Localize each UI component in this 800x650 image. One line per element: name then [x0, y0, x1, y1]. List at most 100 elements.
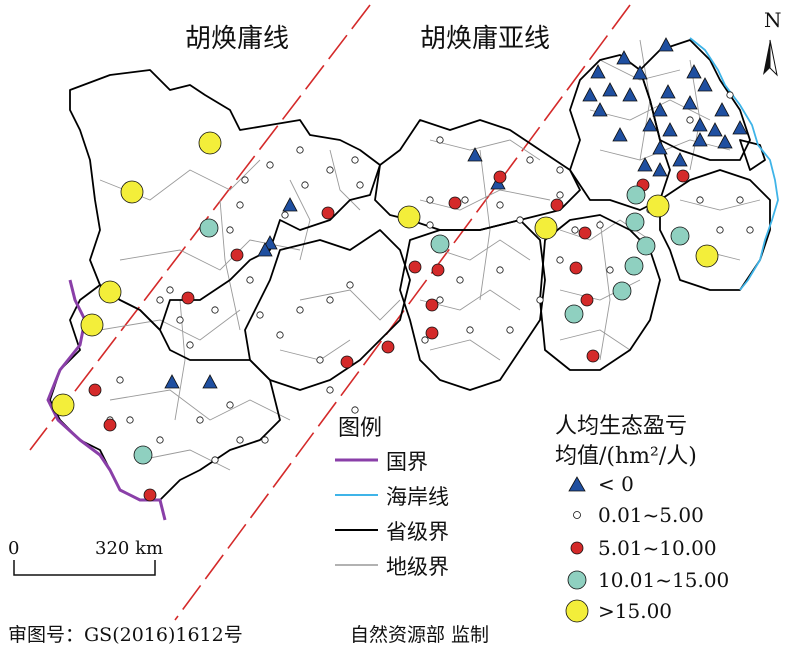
legend-line-samples	[335, 458, 378, 566]
point-deficit-triangle	[660, 84, 676, 99]
point-class-0-5	[196, 416, 204, 424]
point-class-10-15	[670, 226, 690, 246]
point-class-0-5	[456, 276, 464, 284]
point-class-5-10	[493, 170, 507, 184]
point-class-0-5	[226, 401, 234, 409]
legend-title: 图例	[338, 416, 383, 441]
point-deficit-triangle	[686, 64, 702, 79]
point-deficit-triangle	[697, 77, 713, 92]
point-class-5-10	[431, 263, 445, 277]
point-class-0-5	[281, 211, 289, 219]
point-class-0-5	[236, 436, 244, 444]
point-deficit-triangle	[652, 162, 668, 177]
legend-symbol-triangle	[568, 476, 586, 492]
point-class-10-15	[564, 304, 584, 324]
point-class-10-15	[625, 212, 645, 232]
point-class-5-10	[103, 418, 117, 432]
hu-subline-label: 胡焕庸亚线	[420, 24, 551, 54]
point-class-10-15	[636, 236, 656, 256]
north-arrow	[763, 39, 778, 77]
point-deficit-triangle	[612, 127, 628, 142]
point-class-0-5	[351, 406, 359, 414]
point-class-0-5	[496, 266, 504, 274]
point-deficit-triangle	[616, 50, 632, 65]
point-class-10-15	[626, 185, 646, 205]
point-class-0-5	[226, 226, 234, 234]
point-deficit-triangle	[602, 82, 618, 97]
legend-class-label-1: < 0	[598, 472, 634, 496]
point-class-0-5	[176, 316, 184, 324]
point-class-0-5	[426, 196, 434, 204]
point-deficit-triangle	[662, 122, 678, 137]
legend-label-coast: 海岸线	[386, 485, 449, 509]
point-deficit-triangle	[592, 102, 608, 117]
point-deficit-triangle	[282, 197, 298, 212]
point-class-0-5	[436, 136, 444, 144]
point-deficit-triangle	[632, 65, 648, 80]
point-deficit-triangle	[582, 87, 598, 102]
point-class-5-10	[586, 349, 600, 363]
point-class-0-5	[296, 306, 304, 314]
legend-symbol-red	[570, 541, 584, 555]
point-class-0-5	[426, 221, 434, 229]
point-class-5-10	[448, 196, 462, 210]
scale-bar	[13, 560, 156, 576]
point-class-0-5	[316, 356, 324, 364]
point-class-0-5	[156, 436, 164, 444]
point-class-5-10	[381, 340, 395, 354]
point-deficit-triangle	[467, 147, 483, 162]
point-class-gt15	[198, 131, 222, 155]
point-deficit-triangle	[202, 374, 218, 389]
point-class-0-5	[466, 326, 474, 334]
point-class-0-5	[526, 156, 534, 164]
point-deficit-triangle	[590, 64, 606, 79]
point-class-gt15	[397, 205, 421, 229]
legend-symbol-teal	[567, 570, 587, 590]
point-class-10-15	[430, 234, 450, 254]
point-deficit-triangle	[652, 102, 668, 117]
point-deficit-triangle	[637, 157, 653, 172]
point-class-5-10	[408, 260, 422, 274]
point-deficit-triangle	[714, 102, 730, 117]
legend-symbol-white	[573, 511, 581, 519]
point-class-0-5	[346, 281, 354, 289]
point-class-0-5	[246, 276, 254, 284]
legend-label-prefecture: 地级界	[386, 555, 449, 579]
point-deficit-triangle	[658, 37, 674, 52]
point-class-gt15	[98, 280, 122, 304]
point-class-0-5	[256, 311, 264, 319]
legend-class-label-4: 10.01~15.00	[598, 568, 730, 592]
point-class-0-5	[461, 196, 469, 204]
point-class-0-5	[156, 296, 164, 304]
point-class-0-5	[516, 216, 524, 224]
point-class-0-5	[506, 326, 514, 334]
point-class-5-10	[88, 383, 102, 397]
point-class-0-5	[326, 296, 334, 304]
point-class-0-5	[126, 416, 134, 424]
point-class-0-5	[166, 286, 174, 294]
legend-class-label-3: 5.01~10.00	[598, 536, 717, 560]
point-class-10-15	[624, 256, 644, 276]
point-class-gt15	[534, 216, 558, 240]
point-class-5-10	[425, 298, 439, 312]
point-class-0-5	[301, 181, 309, 189]
point-deficit-triangle	[682, 95, 698, 110]
point-class-0-5	[296, 146, 304, 154]
point-class-0-5	[596, 221, 604, 229]
point-class-0-5	[571, 226, 579, 234]
point-class-0-5	[276, 331, 284, 339]
point-deficit-triangle	[257, 242, 273, 257]
scale-distance: 320 km	[95, 538, 164, 559]
point-class-0-5	[236, 201, 244, 209]
province-boundaries	[49, 39, 771, 501]
north-label: N	[764, 8, 782, 32]
map-points	[51, 37, 754, 502]
point-class-0-5	[116, 376, 124, 384]
point-class-5-10	[230, 248, 244, 262]
supervisor-note: 自然资源部 监制	[350, 624, 490, 646]
point-class-0-5	[686, 116, 694, 124]
point-deficit-triangle	[652, 140, 668, 155]
point-class-10-15	[199, 218, 219, 238]
point-class-0-5	[351, 156, 359, 164]
